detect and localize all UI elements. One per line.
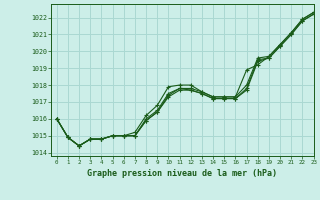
X-axis label: Graphe pression niveau de la mer (hPa): Graphe pression niveau de la mer (hPa) xyxy=(87,169,277,178)
